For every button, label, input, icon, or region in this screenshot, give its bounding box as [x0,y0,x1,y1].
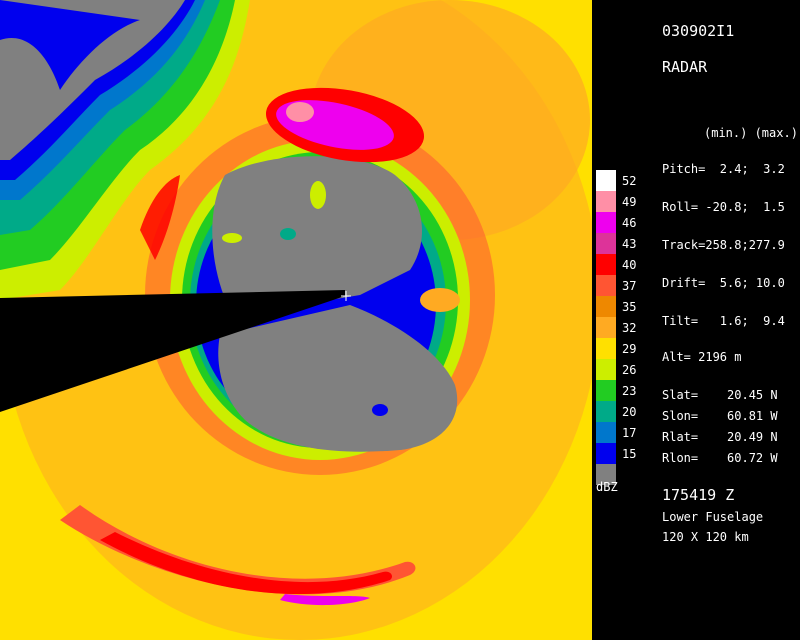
eye-north-half [212,156,422,310]
tilt-readout: Tilt= 1.6; 9.4 [662,314,785,328]
scale-swatch [596,422,616,443]
scale-label: 23 [622,384,637,398]
scale-label: 52 [622,174,637,188]
scale-label: 37 [622,279,637,293]
scale-swatch [596,443,616,464]
antenna-label: Lower Fuselage [662,510,764,524]
scale-label: 26 [622,363,637,377]
scale-label: 29 [622,342,637,356]
scale-label: 40 [622,258,637,272]
band-west-red [140,175,180,260]
eye-south-half [218,305,458,452]
eye-cell-4 [372,404,388,416]
radar-image [0,0,592,640]
aircraft-position-icon [341,291,351,301]
flight-id: 030902I1 [662,22,735,40]
scale-swatch [596,254,616,275]
band-south-magenta [280,594,370,606]
scale-swatch [596,170,616,191]
eye-cell-2 [222,233,242,243]
scale-swatch [596,338,616,359]
scale-label: 35 [622,300,637,314]
eye-cell-1 [310,181,326,209]
time-readout: 175419 Z [662,486,735,504]
scale-swatch [596,464,616,485]
band-south-red [100,532,393,595]
no-echo-nw [0,0,185,160]
scale-label: 49 [622,195,637,209]
scale-swatch [596,317,616,338]
band-east-orange [420,288,460,312]
scale-swatch [596,296,616,317]
slat-readout: Slat= 20.45 N [662,388,778,402]
radar-reflectivity-map [0,0,592,640]
echo-nw-dark-blue [0,0,195,180]
beam-blocked-sector [0,290,345,412]
scale-swatch [596,359,616,380]
rlon-readout: Rlon= 60.72 W [662,451,778,465]
product-name: RADAR [662,58,708,76]
scale-swatch [596,275,616,296]
scale-swatch [596,212,616,233]
slon-readout: Slon= 60.81 W [662,409,778,423]
track-readout: Track=258.8;277.9 [662,238,785,252]
scale-swatch [596,191,616,212]
scale-label: 46 [622,216,637,230]
scale-label: 20 [622,405,637,419]
drift-readout: Drift= 5.6; 10.0 [662,276,785,290]
scale-label: 32 [622,321,637,335]
scale-swatch [596,233,616,254]
roll-readout: Roll= -20.8; 1.5 [662,200,785,214]
scale-unit-label: dBZ [596,480,618,494]
core-ne-pink [286,102,314,122]
info-panel: 030902I1 RADAR (min.) (max.) Pitch= 2.4;… [648,0,798,640]
scale-label: 17 [622,426,637,440]
rlat-readout: Rlat= 20.49 N [662,430,778,444]
scale-swatch [596,380,616,401]
altitude-readout: Alt= 2196 m [662,350,742,364]
min-max-header: (min.) (max.) [704,126,798,140]
pitch-readout: Pitch= 2.4; 3.2 [662,162,785,176]
scale-swatch [596,401,616,422]
dbz-color-scale: 52 49 46 43 40 37 35 32 29 26 23 20 17 15 dBZ [596,170,648,500]
scale-label: 15 [622,447,637,461]
scale-label: 43 [622,237,637,251]
domain-size-label: 120 X 120 km [662,530,749,544]
eye-cell-3 [280,228,296,240]
